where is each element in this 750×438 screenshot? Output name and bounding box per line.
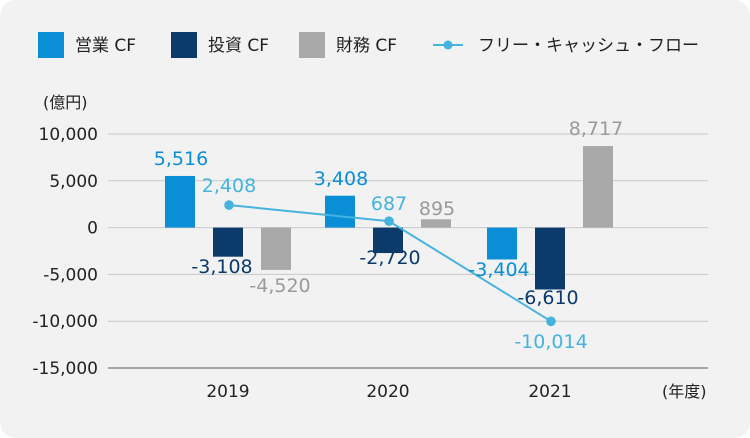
legend-swatch-1 [171, 32, 197, 58]
legend-marker [443, 40, 453, 50]
legend-swatch-2 [299, 32, 325, 58]
fcf-label-2: -10,014 [514, 331, 587, 353]
bar-1-1 [373, 227, 403, 254]
bar-0-1 [325, 195, 355, 228]
x-axis-unit-label: (年度) [662, 382, 707, 401]
bar-2-0 [261, 227, 291, 270]
data-label-2-2: 8,717 [569, 118, 623, 140]
data-label-1-2: -6,610 [517, 287, 578, 309]
fcf-point-0 [224, 200, 234, 210]
data-label-0-2: -3,404 [468, 259, 529, 281]
fcf-point-2 [546, 316, 556, 327]
y-tick-label: 0 [87, 219, 98, 239]
bar-0-2 [487, 227, 517, 260]
fcf-line [224, 200, 556, 327]
data-label-0-1: 3,408 [314, 168, 368, 190]
x-tick-label: 2020 [366, 382, 409, 402]
fcf-label-0: 2,408 [202, 175, 256, 197]
legend: 営業 CF 投資 CF 財務 CF フリー・キャッシュ・フロー [38, 32, 699, 58]
x-tick-label: 2021 [528, 382, 571, 402]
gridlines [108, 133, 708, 369]
data-labels: 5,516 3,408 -3,404 -3,108 -2,720 -6,610 -4,520… [154, 118, 623, 353]
x-axis-ticks: 2019 2020 2021 [206, 382, 571, 402]
legend-label-2: 財務 CF [336, 36, 397, 56]
data-label-1-0: -3,108 [191, 256, 252, 278]
bar-2-2 [583, 146, 613, 228]
y-tick-label: -10,000 [32, 312, 98, 332]
fcf-point-1 [384, 216, 394, 226]
x-tick-label: 2019 [206, 382, 249, 402]
bar-1-0 [213, 227, 243, 257]
legend-label-3: フリー・キャッシュ・フロー [478, 36, 699, 56]
data-label-2-1: 895 [419, 198, 455, 220]
y-tick-label: 5,000 [49, 172, 98, 192]
data-label-1-1: -2,720 [359, 247, 420, 269]
y-axis-unit-label: (億円) [43, 93, 88, 112]
y-tick-label: -5,000 [43, 265, 98, 285]
bar-0-0 [165, 175, 195, 228]
data-label-2-0: -4,520 [249, 275, 310, 297]
y-axis-ticks: 10,000 5,000 0 -5,000 -10,000 -15,000 [32, 125, 98, 379]
legend-swatch-0 [38, 32, 64, 58]
bar-2-1 [421, 219, 451, 228]
y-tick-label: 10,000 [39, 125, 98, 145]
bars [165, 146, 613, 290]
legend-label-1: 投資 CF [208, 36, 269, 56]
data-label-0-0: 5,516 [154, 148, 208, 170]
legend-label-0: 営業 CF [75, 36, 136, 56]
y-tick-label: -15,000 [32, 359, 98, 379]
bar-1-2 [535, 227, 565, 290]
fcf-label-1: 687 [371, 193, 407, 215]
